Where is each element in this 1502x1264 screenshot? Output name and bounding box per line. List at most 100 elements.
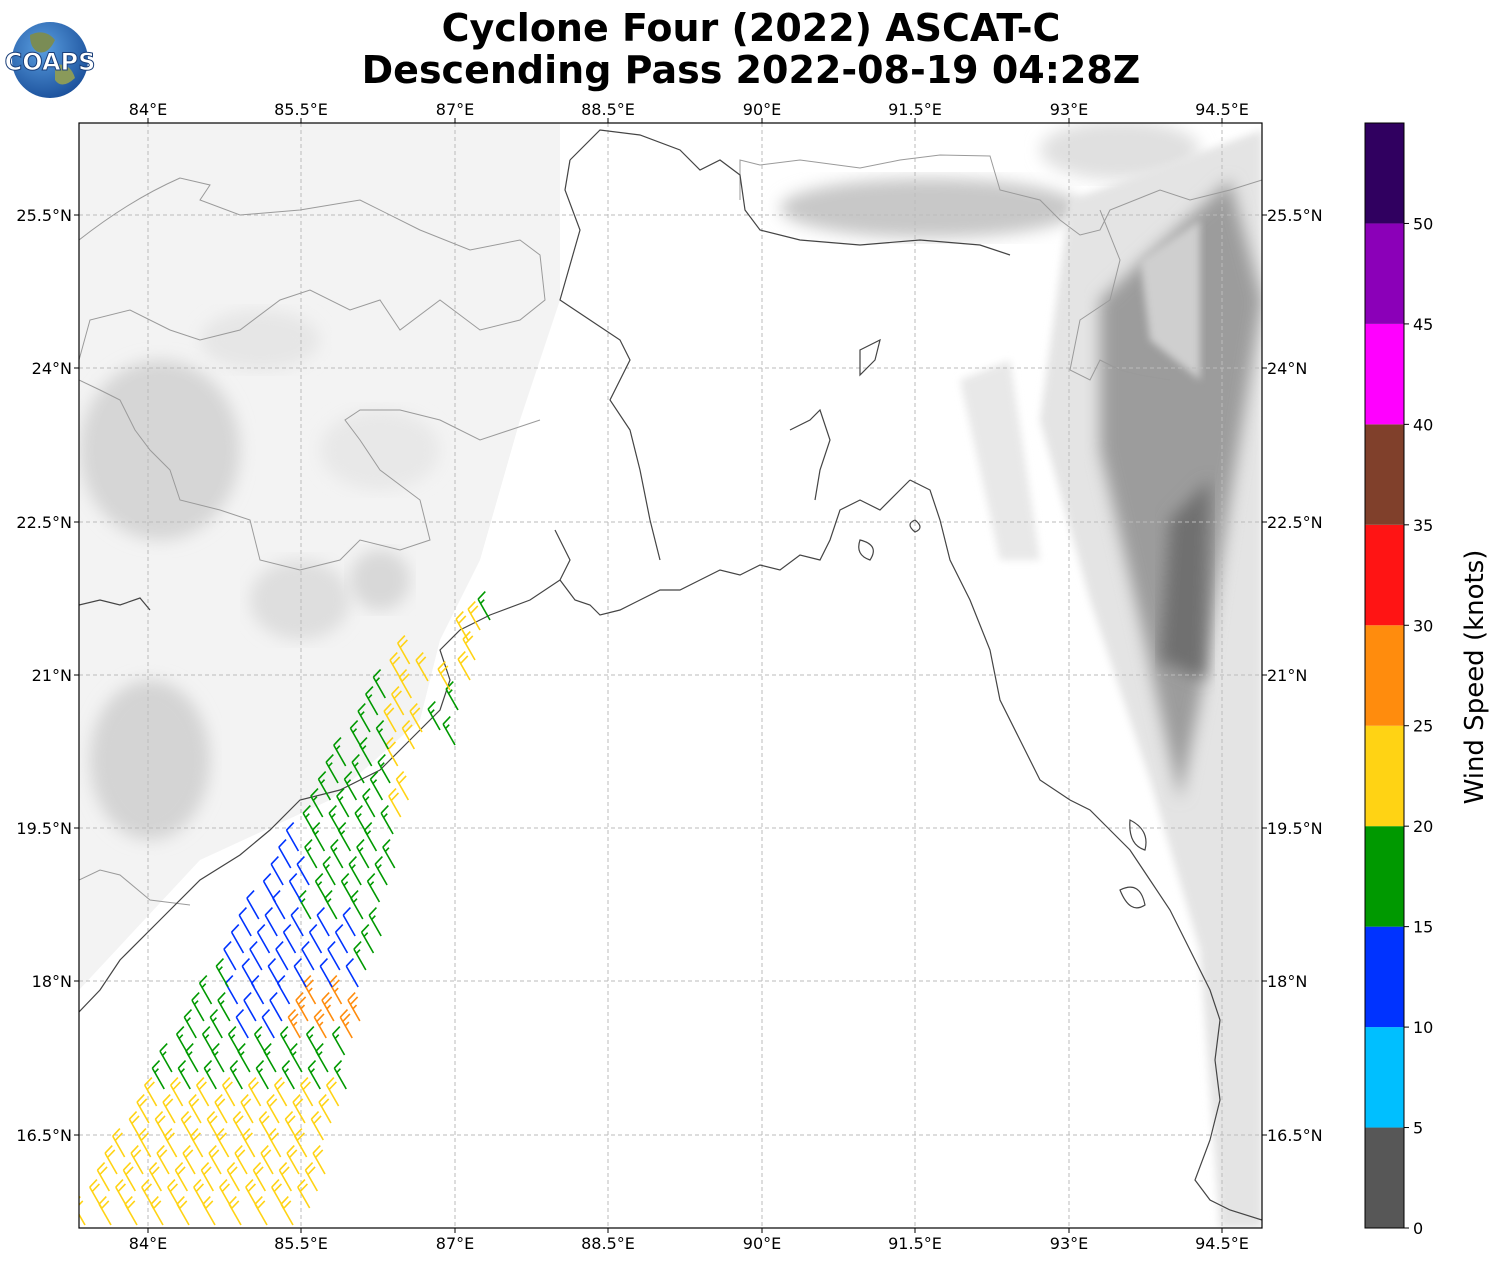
wind-barb bbox=[261, 1009, 275, 1039]
wind-barb bbox=[330, 839, 344, 869]
wind-barb bbox=[349, 720, 364, 750]
wind-barb bbox=[374, 856, 388, 886]
lat-ticks-right: 25.5°N 24°N 22.5°N 21°N 19.5°N 18°N 16.5°N bbox=[1262, 206, 1323, 1145]
wind-barb bbox=[317, 771, 332, 801]
wind-barb bbox=[238, 907, 252, 937]
wind-barb bbox=[241, 958, 255, 988]
wind-barb bbox=[154, 1111, 168, 1141]
wind-barb bbox=[357, 703, 371, 733]
colorbar-bin bbox=[1365, 424, 1404, 525]
colorbar-tick-label: 15 bbox=[1413, 918, 1433, 937]
wind-barb bbox=[316, 907, 330, 937]
wind-barb bbox=[310, 1111, 324, 1141]
lon-tick-label-bottom: 84°E bbox=[129, 1234, 167, 1253]
lat-ticks-left: 25.5°N 24°N 22.5°N 21°N 19.5°N 18°N 16.5°N bbox=[16, 206, 79, 1145]
map-panel bbox=[79, 123, 1262, 1228]
wind-barb bbox=[128, 1111, 142, 1141]
lon-tick-label-top: 85.5°E bbox=[274, 100, 328, 119]
wind-barb bbox=[401, 720, 416, 750]
wind-barb bbox=[308, 924, 323, 954]
lat-tick-label-right: 16.5°N bbox=[1267, 1126, 1323, 1145]
wind-barb bbox=[427, 701, 441, 731]
lat-tick-label-right: 21°N bbox=[1267, 666, 1307, 685]
lat-tick-label-right: 18°N bbox=[1267, 972, 1307, 991]
wind-barb bbox=[256, 924, 271, 954]
wind-barb bbox=[327, 941, 341, 971]
wind-barb bbox=[396, 635, 411, 665]
lon-tick-label-top: 90°E bbox=[743, 100, 781, 119]
map-title-line1: Cyclone Four (2022) ASCAT-C bbox=[441, 6, 1061, 50]
wind-barb bbox=[148, 1162, 163, 1192]
wind-barb bbox=[143, 1077, 158, 1107]
wind-barb bbox=[229, 1060, 243, 1090]
wind-barb bbox=[356, 839, 370, 869]
colorbar-tick-label: 50 bbox=[1413, 214, 1433, 233]
wind-barb bbox=[219, 1179, 233, 1209]
wind-barb bbox=[282, 924, 297, 954]
wind-barb bbox=[89, 1179, 103, 1209]
wind-barb bbox=[348, 856, 362, 886]
wind-barb bbox=[304, 839, 318, 869]
wind-barb bbox=[319, 958, 333, 988]
wind-barb bbox=[182, 1145, 196, 1175]
wind-barb bbox=[167, 1179, 181, 1209]
wind-barb bbox=[299, 1077, 314, 1107]
wind-barb bbox=[191, 992, 205, 1022]
wind-barb bbox=[296, 856, 310, 886]
wind-barb bbox=[325, 754, 339, 784]
lon-tick-label-bottom: 88.5°E bbox=[581, 1234, 635, 1253]
wind-barb bbox=[292, 1094, 306, 1124]
wind-barb bbox=[215, 958, 229, 988]
wind-barb bbox=[262, 873, 277, 903]
wind-barb bbox=[372, 669, 386, 699]
wind-barb bbox=[198, 975, 213, 1005]
wind-barb bbox=[281, 1060, 295, 1090]
wind-barb bbox=[203, 1060, 217, 1090]
wind-barb bbox=[382, 839, 396, 869]
wind-barb bbox=[409, 703, 423, 733]
wind-barb bbox=[286, 1145, 300, 1175]
wind-barb bbox=[208, 1145, 222, 1175]
colorbar-tick-label: 40 bbox=[1413, 415, 1433, 434]
wind-barb bbox=[380, 805, 394, 835]
wind-barb bbox=[279, 1026, 294, 1056]
wind-barb bbox=[221, 1077, 236, 1107]
colorbar-tick-label: 30 bbox=[1413, 616, 1433, 635]
map-title-line2: Descending Pass 2022-08-19 04:28Z bbox=[361, 48, 1141, 92]
wind-barb bbox=[287, 1009, 301, 1039]
wind-barb bbox=[223, 941, 237, 971]
wind-barb bbox=[331, 1026, 346, 1056]
wind-barb bbox=[340, 873, 355, 903]
wind-barb bbox=[297, 1179, 311, 1209]
wind-barb bbox=[302, 805, 316, 835]
wind-barb bbox=[339, 1009, 353, 1039]
wind-barb bbox=[310, 788, 324, 818]
wind-barb bbox=[467, 601, 481, 631]
wind-barb bbox=[278, 839, 292, 869]
wind-barb bbox=[377, 754, 391, 784]
colorbar-bin bbox=[1365, 926, 1404, 1028]
wind-barb bbox=[214, 1094, 228, 1124]
wind-barb bbox=[293, 958, 307, 988]
wind-barb bbox=[174, 1162, 189, 1192]
wind-barb bbox=[264, 907, 278, 937]
wind-barb bbox=[227, 1026, 242, 1056]
wind-barb bbox=[343, 771, 358, 801]
wind-barb bbox=[312, 1145, 326, 1175]
wind-barb bbox=[389, 652, 403, 682]
colorbar-bin bbox=[1365, 123, 1404, 224]
wind-barb bbox=[245, 1179, 259, 1209]
wind-barb bbox=[295, 992, 309, 1022]
wind-barb bbox=[230, 924, 245, 954]
lat-tick-label-left: 16.5°N bbox=[16, 1126, 72, 1145]
wind-barb bbox=[130, 1145, 144, 1175]
lon-tick-label-top: 91.5°E bbox=[888, 100, 942, 119]
wind-barb bbox=[195, 1077, 210, 1107]
wind-barb bbox=[321, 992, 335, 1022]
wind-barb bbox=[112, 1128, 126, 1158]
lat-tick-label-right: 19.5°N bbox=[1267, 819, 1323, 838]
wind-barb bbox=[243, 992, 257, 1022]
wind-barb bbox=[253, 1026, 268, 1056]
wind-barb bbox=[314, 873, 329, 903]
